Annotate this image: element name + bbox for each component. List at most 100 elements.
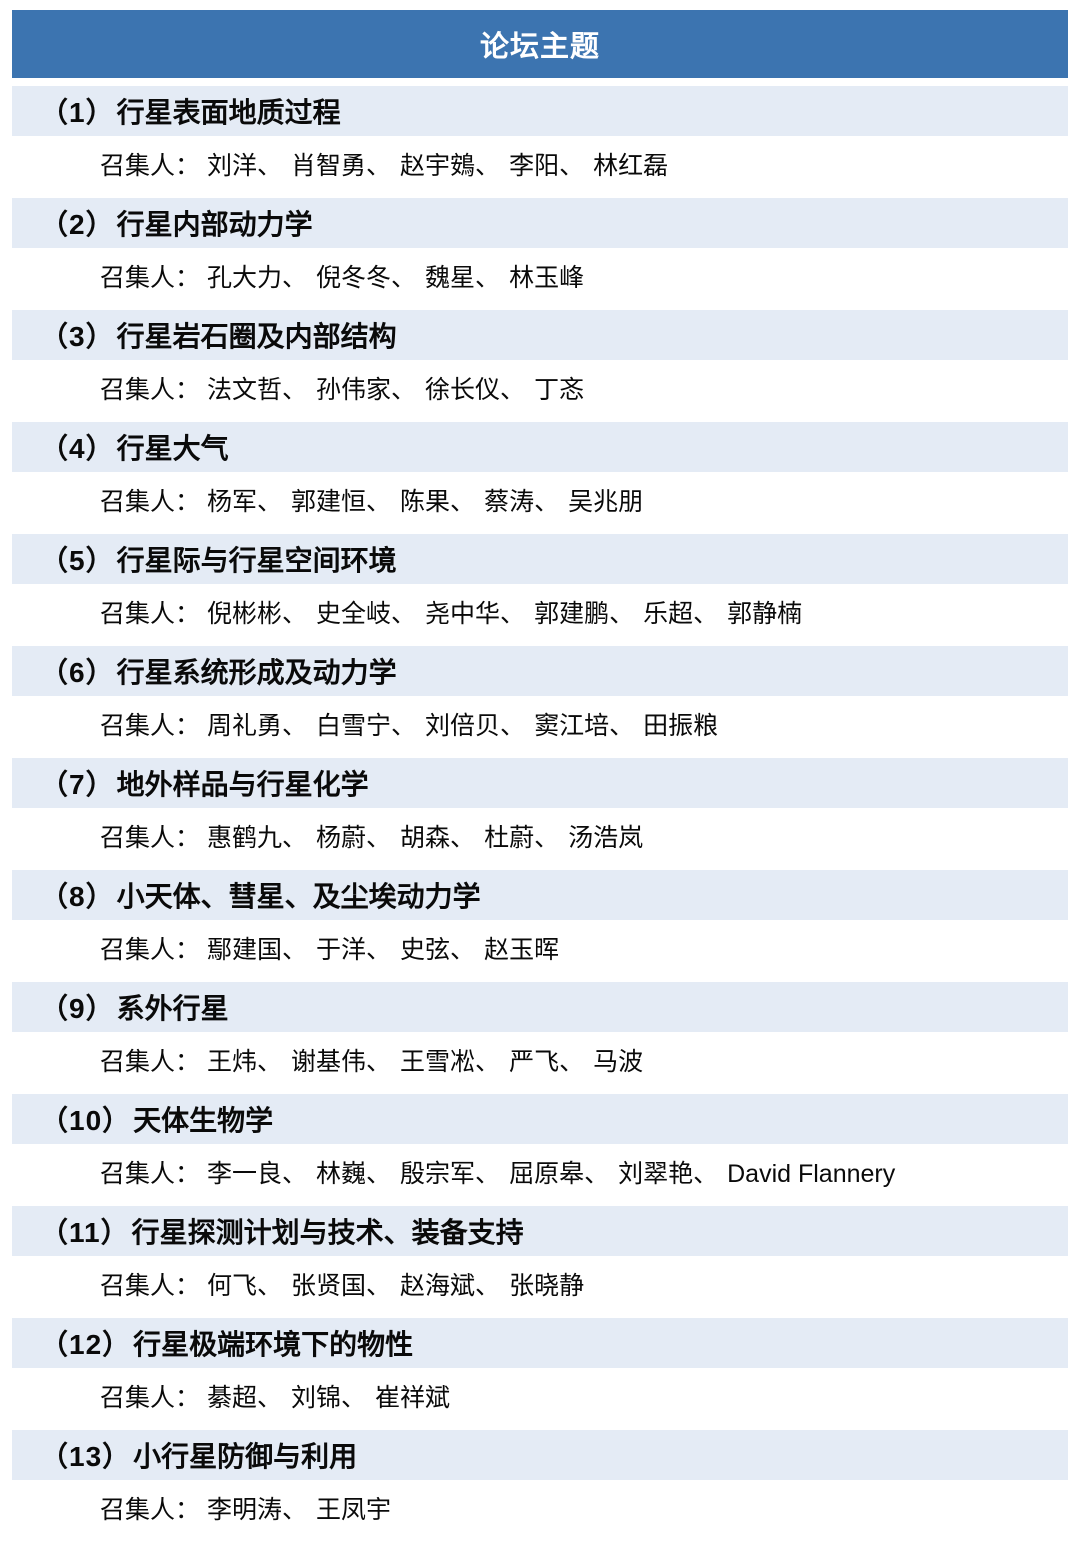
page-title: 论坛主题	[479, 31, 600, 63]
convener-name: 刘倍贝	[425, 712, 501, 740]
name-separator: 、	[475, 1160, 501, 1188]
table-header-bar: 论坛主题	[12, 10, 1068, 78]
convener-label: 召集人：	[100, 1496, 201, 1524]
topic-title-row: （10） 天体生物学	[12, 1094, 1068, 1144]
convener-label: 召集人：	[100, 152, 201, 180]
name-separator: 、	[609, 600, 635, 628]
topic-section: （5） 行星际与行星空间环境 召集人： 倪彬彬、 史全岐、 尧中华、 郭建鹏、 乐超、郭…	[12, 534, 1068, 644]
topic-title: 行星系统形成及动力学	[116, 657, 397, 688]
topic-section: （1） 行星表面地质过程 召集人： 刘洋、 肖智勇、 赵宇鴳、 李阳、 林红磊	[12, 86, 1068, 196]
name-separator: 、	[366, 1048, 392, 1076]
convener-label: 召集人：	[100, 1272, 201, 1300]
topic-section: （7） 地外样品与行星化学 召集人： 惠鹤九、 杨蔚、 胡森、 杜蔚、 汤浩岚	[12, 758, 1068, 868]
convener-name: 丁忞	[534, 376, 585, 404]
convener-label: 召集人：	[100, 264, 201, 292]
convener-name: 尧中华	[425, 600, 501, 628]
name-separator: 、	[693, 600, 719, 628]
topic-title: 行星极端环境下的物性	[133, 1329, 414, 1360]
convener-name: 殷宗军	[400, 1160, 476, 1188]
convener-names: 王炜、 谢基伟、 王雪凇、 严飞、 马波	[207, 1048, 643, 1076]
convener-names: 惠鹤九、 杨蔚、 胡森、 杜蔚、 汤浩岚	[207, 824, 643, 852]
convener-name: 屈原皋	[509, 1160, 585, 1188]
name-separator: 、	[281, 1496, 307, 1524]
topic-conveners-row: 召集人： 何飞、 张贤国、 赵海斌、 张晓静	[12, 1256, 1068, 1316]
convener-name: 孙伟家	[316, 376, 392, 404]
topic-number: （4）	[40, 433, 115, 464]
topics-list: （1） 行星表面地质过程 召集人： 刘洋、 肖智勇、 赵宇鴳、 李阳、 林红磊 （2） …	[12, 86, 1068, 1540]
convener-name: 赵玉晖	[484, 936, 560, 964]
name-separator: 、	[391, 600, 417, 628]
name-separator: 、	[281, 264, 307, 292]
name-separator: 、	[366, 936, 392, 964]
topic-title-row: （4） 行星大气	[12, 422, 1068, 472]
convener-name: 林巍	[316, 1160, 367, 1188]
convener-names: 鄢建国、 于洋、 史弦、 赵玉晖	[207, 936, 559, 964]
topic-title-row: （6） 行星系统形成及动力学	[12, 646, 1068, 696]
convener-names: 刘洋、 肖智勇、 赵宇鴳、 李阳、 林红磊	[207, 152, 668, 180]
convener-names: 李明涛、 王凤宇	[207, 1496, 391, 1524]
convener-name: 周礼勇	[206, 712, 282, 740]
convener-name: 吴兆朋	[568, 488, 644, 516]
convener-name: 乐超	[643, 600, 694, 628]
name-separator: 、	[256, 488, 282, 516]
convener-name: 马波	[593, 1048, 644, 1076]
name-separator: 、	[450, 936, 476, 964]
name-separator: 、	[366, 824, 392, 852]
topic-number: （13）	[40, 1441, 132, 1472]
topic-number: （12）	[40, 1329, 132, 1360]
topic-conveners-row: 召集人： 鄢建国、 于洋、 史弦、 赵玉晖	[12, 920, 1068, 980]
name-separator: 、	[500, 712, 526, 740]
convener-name: 王雪凇	[400, 1048, 476, 1076]
convener-name: 史弦	[400, 936, 451, 964]
topic-section: （6） 行星系统形成及动力学 召集人： 周礼勇、 白雪宁、 刘倍贝、 窦江培、 田振粮	[12, 646, 1068, 756]
convener-name: 郭静楠	[727, 600, 803, 628]
convener-name: 郭建恒	[291, 488, 367, 516]
convener-names: 李一良、 林巍、 殷宗军、 屈原皋、 刘翠艳、 David Flannery	[207, 1160, 895, 1188]
name-separator: 、	[366, 152, 392, 180]
convener-name: 郭建鹏	[534, 600, 610, 628]
topic-title: 行星岩石圈及内部结构	[116, 321, 397, 352]
topic-conveners-row: 召集人： 惠鹤九、 杨蔚、 胡森、 杜蔚、 汤浩岚	[12, 808, 1068, 868]
convener-name: 孔大力	[206, 264, 282, 292]
topic-number: （1）	[40, 97, 115, 128]
convener-name: 汤浩岚	[568, 824, 644, 852]
convener-name: 惠鹤九	[206, 824, 282, 852]
topic-section: （9） 系外行星 召集人： 王炜、 谢基伟、 王雪凇、 严飞、 马波	[12, 982, 1068, 1092]
topic-conveners-row: 召集人： 倪彬彬、 史全岐、 尧中华、 郭建鹏、 乐超、 郭静楠	[12, 584, 1068, 644]
convener-name: 李明涛	[206, 1496, 282, 1524]
convener-name: 鄢建国	[206, 936, 282, 964]
topic-number: （10）	[40, 1105, 132, 1136]
topic-section: （4） 行星大气 召集人： 杨军、 郭建恒、 陈果、 蔡涛、 吴兆朋	[12, 422, 1068, 532]
topic-title: 行星表面地质过程	[116, 97, 341, 128]
topic-title: 行星探测计划与技术、装备支持	[131, 1217, 524, 1248]
topic-number: （5）	[40, 545, 115, 576]
name-separator: 、	[391, 376, 417, 404]
convener-name: 陈果	[400, 488, 451, 516]
topic-title: 系外行星	[116, 993, 229, 1024]
name-separator: 、	[475, 1048, 501, 1076]
convener-name: 倪冬冬	[316, 264, 392, 292]
convener-name: 史全岐	[316, 600, 392, 628]
name-separator: 、	[256, 1048, 282, 1076]
convener-names: 法文哲、 孙伟家、 徐长仪、 丁忞	[207, 376, 584, 404]
topic-conveners-row: 召集人： 李明涛、 王凤宇	[12, 1480, 1068, 1540]
topic-conveners-row: 召集人： 法文哲、 孙伟家、 徐长仪、 丁忞	[12, 360, 1068, 420]
topic-number: （8）	[40, 881, 115, 912]
topic-conveners-row: 召集人： 杨军、 郭建恒、 陈果、 蔡涛、 吴兆朋	[12, 472, 1068, 532]
convener-name: 林玉峰	[509, 264, 585, 292]
topic-title-row: （2） 行星内部动力学	[12, 198, 1068, 248]
convener-names: 綦超、 刘锦、 崔祥斌	[207, 1384, 450, 1412]
convener-name: 白雪宁	[316, 712, 392, 740]
topic-title: 行星际与行星空间环境	[116, 545, 397, 576]
topic-title-row: （13） 小行星防御与利用	[12, 1430, 1068, 1480]
convener-name: 李一良	[206, 1160, 282, 1188]
convener-name: 刘翠艳	[618, 1160, 694, 1188]
convener-name: 王凤宇	[316, 1496, 392, 1524]
convener-name: 崔祥斌	[375, 1384, 451, 1412]
name-separator: 、	[281, 376, 307, 404]
topic-title-row: （11） 行星探测计划与技术、装备支持	[12, 1206, 1068, 1256]
name-separator: 、	[475, 1272, 501, 1300]
name-separator: 、	[366, 488, 392, 516]
topic-conveners-row: 召集人： 李一良、 林巍、 殷宗军、 屈原皋、 刘翠艳、 David Flannery	[12, 1144, 1068, 1204]
